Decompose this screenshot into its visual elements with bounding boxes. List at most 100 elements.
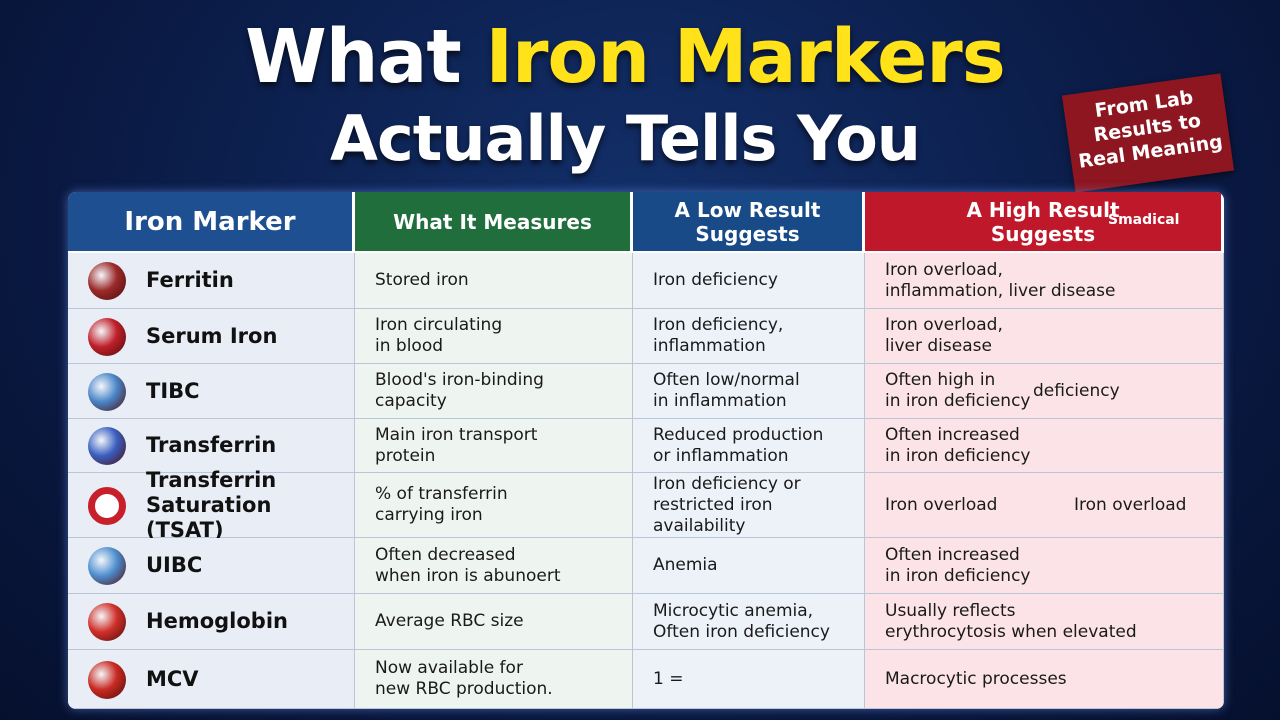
header-line: A Low Result	[674, 197, 821, 222]
column-header: A High Result Suggests	[865, 192, 1221, 251]
cell: Often increased in iron deficiency	[865, 419, 1224, 473]
cell-line: Iron overload,	[885, 259, 1003, 280]
cell: Often increased in iron deficiency	[865, 538, 1224, 594]
marker-cell: Hemoglobin	[68, 594, 355, 650]
cell-line: Often iron deficiency	[653, 621, 830, 642]
cell-line: protein	[375, 445, 436, 466]
cell-line: when iron is abunoert	[375, 565, 561, 586]
extra-text: deficiency	[1033, 380, 1120, 401]
cell-line: Often increased	[885, 544, 1020, 565]
cell-line: Iron overload	[885, 494, 998, 515]
column-header: Iron Marker	[68, 192, 352, 251]
title: What Iron Markers	[0, 14, 1250, 100]
cell: Anemia	[633, 538, 865, 594]
title-lead: What	[245, 14, 462, 100]
header-line: Suggests	[695, 221, 800, 246]
marker-icon	[88, 372, 126, 411]
cell-line: 1 =	[653, 668, 684, 689]
cell-line: inflammation, liver disease	[885, 280, 1116, 301]
column-header: A Low Result Suggests	[633, 192, 862, 251]
cell-line: Often increased	[885, 424, 1020, 445]
cell: Blood's iron-binding capacity	[355, 364, 633, 419]
cell-line: capacity	[375, 391, 447, 411]
marker-name: Saturation (TSAT)	[146, 492, 272, 542]
cell-line: in inflammation	[653, 391, 787, 411]
title-line2: Actually Tells You	[330, 102, 921, 175]
cell: Iron deficiency	[633, 253, 865, 309]
cell-line: or inflammation	[653, 445, 789, 466]
cell-line: erythrocytosis when elevated	[885, 621, 1137, 642]
cell-line: % of transferrin	[375, 484, 508, 504]
cell-line: in blood	[375, 336, 444, 356]
cell: Microcytic anemia, Often iron deficiency	[633, 594, 865, 650]
cell-line: Often low/normal	[653, 370, 800, 390]
cell: Stored iron	[355, 253, 633, 309]
table: Iron Marker What It Measures A Low Result S…	[68, 192, 1224, 709]
cell-line: Average RBC size	[375, 611, 524, 631]
cell: Iron overload, inflammation, liver diseas…	[865, 253, 1224, 309]
cell: Iron circulating in blood	[355, 309, 633, 364]
marker-name: Ferritin	[146, 268, 234, 292]
marker-icon	[88, 317, 126, 356]
cell-line: Now available for	[375, 658, 523, 678]
cell-line: restricted iron availability	[653, 494, 773, 536]
cell-line: in iron deficiency	[885, 565, 1031, 586]
cell-line: Iron circulating	[375, 315, 503, 335]
cell-line: Iron overload,	[885, 315, 1003, 335]
logo: Smadical	[1108, 212, 1180, 228]
marker-icon	[88, 660, 126, 699]
header-line: A High Result	[966, 197, 1120, 222]
cell: Macrocytic processes	[865, 650, 1224, 709]
cell-line: carrying iron	[375, 505, 483, 525]
cell-line: Iron deficiency,	[653, 315, 784, 335]
cell: 1 =	[633, 650, 865, 709]
cell: Average RBC size	[355, 594, 633, 650]
cell-line: Often decreased	[375, 544, 516, 565]
cell: Reduced production or inflammation	[633, 419, 865, 473]
cell-line: Stored iron	[375, 270, 469, 290]
cell-line: new RBC production.	[375, 679, 553, 699]
cell-line: Microcytic anemia,	[653, 600, 814, 621]
header-line: What It Measures	[393, 209, 592, 234]
cell: Main iron transport protein	[355, 419, 633, 473]
marker-name: TIBC	[146, 378, 200, 403]
header-line: Suggests	[990, 221, 1096, 246]
cell: Iron deficiency, inflammation	[633, 309, 865, 364]
cell-line: inflammation	[653, 336, 766, 356]
cell: Often low/normal in inflammation	[633, 364, 865, 419]
cell-line: Iron deficiency or	[653, 473, 801, 494]
marker-name: Serum Iron	[146, 323, 278, 348]
marker-icon	[88, 427, 126, 465]
title-highlight: Iron Markers	[485, 14, 1006, 100]
cell-line: liver disease	[885, 336, 992, 356]
cell: Iron overload	[865, 473, 1224, 538]
cell: % of transferrin carrying iron	[355, 473, 633, 538]
cell-line: Iron deficiency	[653, 270, 778, 290]
marker-name: MCV	[146, 666, 199, 691]
marker-name: UIBC	[146, 553, 203, 577]
cell-line: in iron deficiency	[885, 391, 1031, 411]
cell: Usually reflects erythrocytosis when elev…	[865, 594, 1224, 650]
cell-line: Macrocytic processes	[885, 668, 1067, 689]
marker-icon	[88, 547, 126, 585]
marker-cell: Ferritin	[68, 253, 355, 309]
column-header: What It Measures	[355, 192, 630, 251]
cell-line: Main iron transport	[375, 424, 538, 445]
cell: Often decreased when iron is abunoert	[355, 538, 633, 594]
marker-icon	[88, 262, 126, 300]
cell-line: Reduced production	[653, 424, 824, 445]
cell: Iron overload, liver disease	[865, 309, 1224, 364]
extra-text: Iron overload	[1074, 494, 1187, 515]
marker-icon	[88, 486, 126, 525]
cell-line: in iron deficiency	[885, 445, 1031, 466]
cell-line: Anemia	[653, 555, 718, 575]
cell: Iron deficiency or restricted iron availa…	[633, 473, 865, 538]
marker-name: Transferrin	[146, 433, 277, 457]
marker-name: Hemoglobin	[146, 609, 288, 633]
header-line: Iron Marker	[124, 206, 296, 237]
marker-icon	[88, 603, 126, 641]
cell-line: Often high in	[885, 370, 996, 390]
cell-line: Blood's iron-binding	[375, 370, 544, 390]
marker-name: Transferrin	[146, 467, 277, 492]
